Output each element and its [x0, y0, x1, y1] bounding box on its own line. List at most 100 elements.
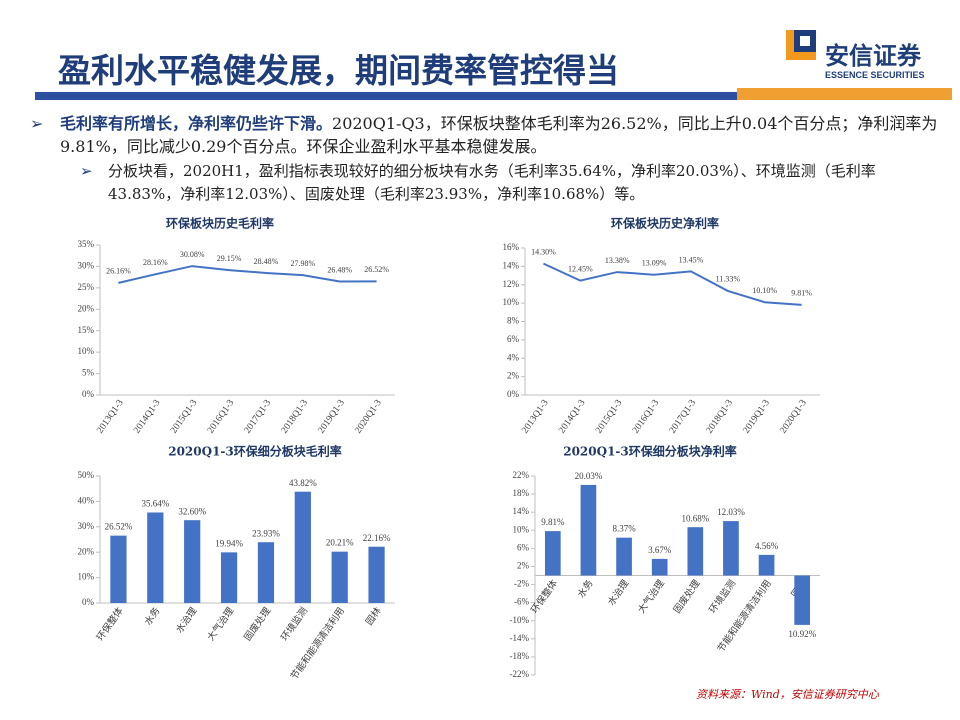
value-label: 9.81%: [541, 517, 565, 527]
value-label: 11.33%: [716, 275, 741, 284]
x-tick-label: 2014Q1-3: [557, 398, 587, 435]
y-tick-label: 6%: [517, 542, 530, 552]
chart-title: 2020Q1-3环保细分板块净利率: [563, 444, 737, 459]
y-tick-label: 0%: [82, 389, 95, 399]
y-tick-label: 20%: [78, 303, 95, 313]
bar: [794, 575, 811, 625]
y-tick-label: 0%: [82, 597, 95, 607]
value-label: 14.30%: [531, 247, 556, 256]
bar: [687, 527, 704, 576]
line: [543, 262, 802, 306]
value-label: 20.21%: [326, 538, 354, 548]
y-tick-label: 8%: [507, 316, 520, 326]
y-tick-label: 10%: [503, 297, 520, 307]
x-tick-label: 2019Q1-3: [742, 398, 772, 435]
x-tick-label: 2015Q1-3: [594, 398, 624, 435]
source-note: 资料来源：Wind，安信证券研究中心: [696, 688, 879, 701]
value-label: 30.08%: [180, 250, 205, 259]
bullet-text: 分板块看，2020H1，盈利指标表现较好的细分板块有水务（毛利率35.64%，净…: [108, 162, 876, 203]
value-label: 8.37%: [612, 524, 636, 534]
line: [118, 265, 377, 284]
y-tick-label: 0%: [507, 389, 520, 399]
x-tick-label: 2018Q1-3: [280, 398, 310, 435]
value-label: 26.52%: [105, 522, 133, 532]
bar: [257, 542, 275, 603]
value-label: 13.38%: [605, 256, 630, 265]
bar: [110, 535, 127, 603]
x-tick-label: 固废处理: [242, 605, 274, 643]
y-tick-label: -18%: [510, 651, 530, 661]
x-tick-label: 2016Q1-3: [631, 398, 661, 435]
chart-title: 环保板块历史净利率: [611, 216, 719, 231]
bar: [544, 531, 561, 576]
value-label: 12.45%: [568, 264, 593, 273]
value-label: 32.60%: [178, 506, 206, 516]
value-label: 22.16%: [363, 533, 391, 543]
value-label: 9.81%: [791, 289, 812, 298]
y-tick-label: 22%: [513, 470, 530, 480]
y-tick-label: -2%: [514, 579, 529, 589]
y-tick-label: 15%: [78, 325, 95, 335]
value-label: 26.48%: [327, 265, 352, 274]
value-label: 10.92%: [788, 629, 816, 639]
x-tick-label: 2017Q1-3: [668, 398, 698, 435]
title-bar-accent: [737, 88, 952, 100]
value-label: 27.98%: [290, 259, 315, 268]
value-label: 10.68%: [681, 513, 709, 523]
y-tick-label: -10%: [510, 615, 530, 625]
value-label: 12.03%: [717, 507, 745, 517]
y-tick-label: 6%: [507, 334, 520, 344]
value-label: 35.64%: [141, 499, 169, 509]
logo-subtitle: ESSENCE SECURITIES: [825, 70, 925, 80]
bullet: ➢ 毛利率有所增长，净利率仍些许下滑。2020Q1-Q3，环保板块整体毛利率为26…: [30, 112, 945, 158]
y-tick-label: 5%: [82, 368, 95, 378]
x-tick-label: 环境监测: [278, 605, 310, 643]
value-label: 28.16%: [143, 258, 168, 267]
y-tick-label: 2%: [517, 561, 530, 571]
bullet-arrow: ➢: [80, 162, 93, 180]
y-tick-label: -14%: [510, 633, 530, 643]
x-tick-label: 大气治理: [205, 605, 237, 643]
y-tick-label: 30%: [78, 260, 95, 270]
bar: [220, 552, 238, 603]
x-tick-label: 水治理: [605, 577, 631, 608]
y-tick-label: 35%: [78, 239, 95, 249]
sub-bullet: ➢ 分板块看，2020H1，盈利指标表现较好的细分板块有水务（毛利率35.64%，…: [80, 160, 940, 206]
bar: [580, 484, 597, 576]
x-tick-label: 2020Q1-3: [779, 398, 809, 435]
bar: [651, 558, 668, 576]
y-tick-label: 18%: [513, 488, 530, 498]
bar: [368, 546, 385, 603]
x-tick-label: 水治理: [173, 605, 199, 636]
bullet-text: 2020Q1-Q3，环保板块整体毛利率为26.52%，同比上升0.04个百分点；…: [60, 114, 938, 156]
bar: [184, 520, 201, 603]
value-label: 4.56%: [755, 541, 779, 551]
y-tick-label: 4%: [507, 352, 520, 362]
value-label: 10.10%: [752, 286, 777, 295]
y-tick-label: 16%: [503, 242, 520, 252]
value-label: 13.45%: [679, 255, 704, 264]
y-tick-label: 10%: [78, 346, 95, 356]
value-label: 3.67%: [648, 545, 672, 555]
bullet-arrow: ➢: [30, 114, 44, 133]
value-label: 19.94%: [215, 538, 243, 548]
value-label: 29.15%: [217, 254, 242, 263]
bar: [723, 521, 739, 576]
value-label: 26.16%: [106, 267, 131, 276]
chart-title: 2020Q1-3环保细分板块毛利率: [168, 444, 342, 459]
chart-title: 环保板块历史毛利率: [166, 216, 274, 231]
x-tick-label: 2013Q1-3: [520, 398, 550, 435]
bar: [147, 512, 164, 603]
x-tick-label: 大气治理: [635, 577, 667, 615]
bar: [616, 537, 632, 576]
logo-icon-hole: [800, 36, 810, 46]
y-tick-label: 14%: [503, 260, 520, 270]
value-label: 20.03%: [575, 471, 603, 481]
x-tick-label: 园林: [363, 605, 384, 628]
y-tick-label: 50%: [78, 470, 95, 480]
x-tick-label: 水务: [142, 605, 163, 628]
y-tick-label: 12%: [503, 279, 520, 289]
bullet-bold: 毛利率有所增长，净利率仍些许下滑。: [60, 114, 333, 133]
x-tick-label: 2013Q1-3: [95, 398, 125, 435]
